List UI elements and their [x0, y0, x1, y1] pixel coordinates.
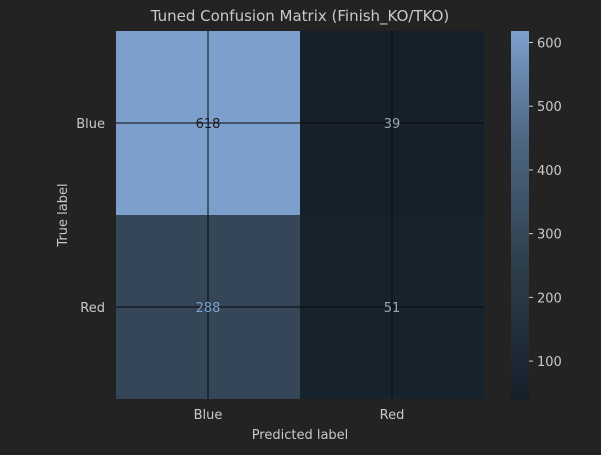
colorbar-tick-label: 200: [537, 291, 562, 306]
colorbar-ticks: 100 200 300 400 500 600: [529, 36, 562, 370]
colorbar: [511, 31, 529, 400]
x-axis-ticks: Blue Red: [194, 408, 405, 423]
y-tick-label: Red: [80, 301, 105, 316]
y-axis-ticks: Blue Red: [76, 117, 105, 316]
y-axis-label: True label: [56, 183, 71, 247]
x-axis-label: Predicted label: [252, 428, 349, 443]
colorbar-tick-label: 500: [537, 100, 562, 115]
grid-lines: [116, 31, 484, 399]
cell-value-label: 618: [196, 117, 221, 132]
cell-value-label: 51: [384, 301, 401, 316]
colorbar-tick-label: 400: [537, 164, 562, 179]
cell-value-label: 288: [196, 301, 221, 316]
heatmap-cells: [116, 31, 484, 399]
colorbar-tick-label: 600: [537, 36, 562, 51]
colorbar-tick-label: 300: [537, 228, 562, 243]
cell-value-label: 39: [384, 117, 401, 132]
x-tick-label: Red: [380, 408, 405, 423]
colorbar-tick-label: 100: [537, 355, 562, 370]
cell-value-labels: 618 39 288 51: [196, 117, 401, 316]
x-tick-label: Blue: [194, 408, 223, 423]
chart-title: Tuned Confusion Matrix (Finish_KO/TKO): [150, 7, 450, 26]
y-tick-label: Blue: [76, 117, 105, 132]
